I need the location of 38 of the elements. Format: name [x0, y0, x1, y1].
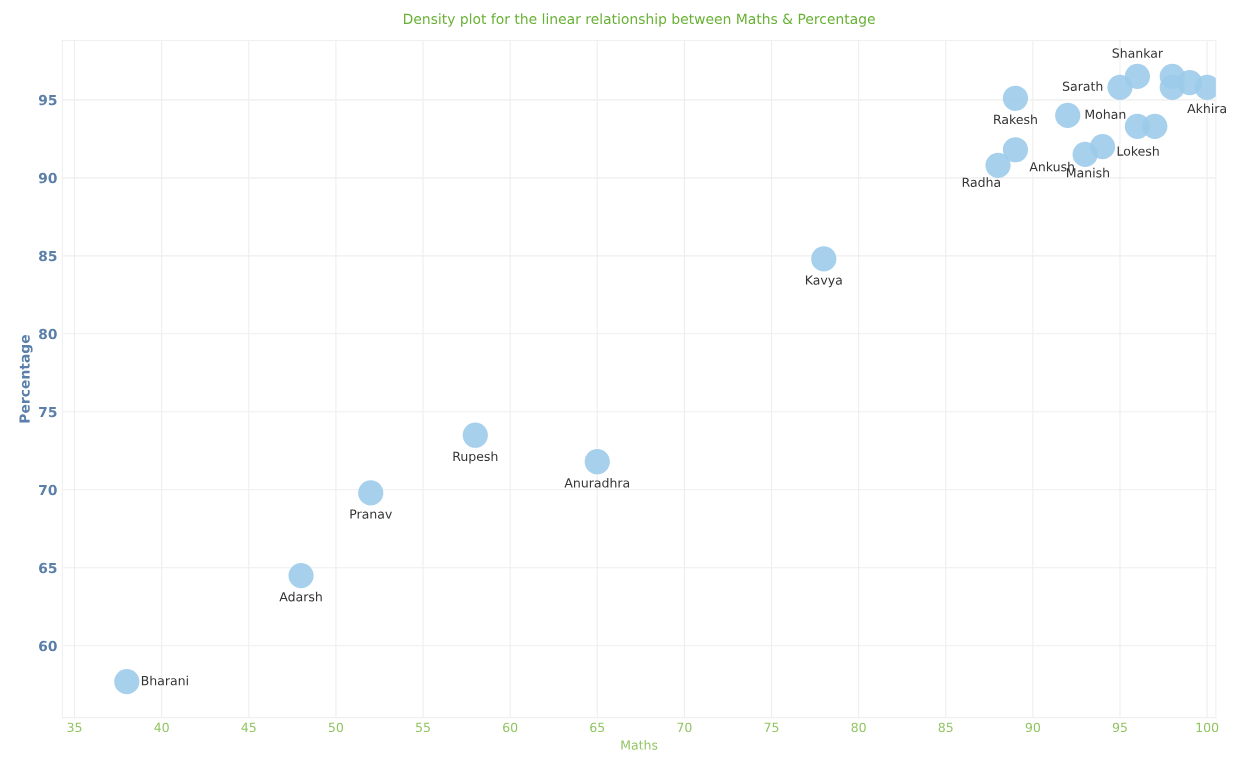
x-tick-label: 100: [1196, 722, 1219, 733]
y-tick-label: 60: [39, 640, 57, 652]
annotation: Sarath: [1062, 81, 1103, 91]
x-tick-label: 60: [503, 722, 518, 733]
x-tick-label: 75: [764, 722, 779, 733]
y-axis-title: Percentage: [19, 335, 33, 423]
x-tick-label: 55: [416, 722, 430, 733]
annotation: Shankar: [1112, 48, 1164, 58]
annotation: Kavya: [805, 275, 842, 288]
annotation: Rakesh: [994, 114, 1037, 125]
x-axis-title: Maths: [621, 740, 658, 750]
annotation: Anuradhra: [564, 477, 630, 488]
y-tick-label: 95: [38, 94, 57, 106]
annotation: Adarsh: [279, 591, 322, 602]
chart-title: Density plot for the linear relationship between Maths & Percentage: [403, 13, 875, 27]
annotation: Mohan: [1085, 109, 1126, 120]
x-tick-label: 65: [590, 722, 605, 733]
x-tick-label: 95: [1112, 722, 1127, 733]
annotation: Pranav: [350, 509, 392, 519]
y-tick-label: 90: [38, 172, 57, 184]
annotation: Akhira: [1187, 103, 1226, 114]
annotation: Radha: [962, 177, 1001, 188]
y-tick-label: 70: [39, 484, 57, 496]
annotation: Lokesh: [1117, 146, 1159, 156]
x-tick-label: 80: [851, 722, 866, 733]
x-tick-label: 45: [241, 722, 256, 733]
x-tick-label: 50: [328, 722, 344, 733]
x-tick-label: 40: [154, 722, 169, 733]
x-tick-label: 70: [677, 722, 692, 733]
y-tick-label: 65: [39, 562, 57, 574]
x-tick-label: 90: [1025, 722, 1040, 733]
annotation: Bharani: [141, 675, 188, 686]
annotation: Rupesh: [453, 451, 498, 464]
x-tick-label: 35: [67, 722, 82, 733]
x-tick-label: 85: [938, 722, 953, 733]
y-tick-label: 85: [39, 250, 57, 262]
y-tick-label: 80: [39, 328, 57, 340]
y-tick-label: 75: [39, 406, 57, 418]
